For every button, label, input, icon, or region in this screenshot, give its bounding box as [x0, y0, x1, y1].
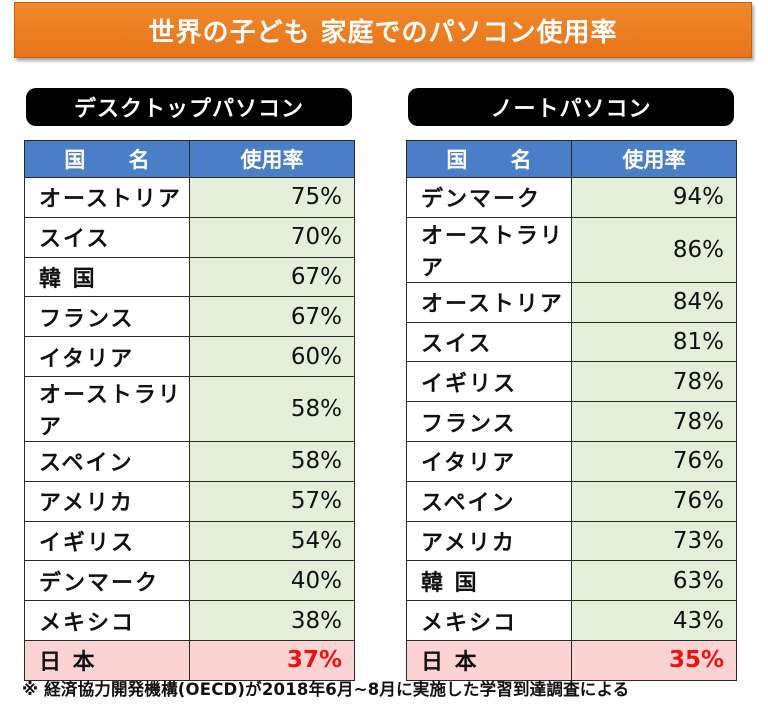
country-cell: イタリア	[24, 336, 190, 377]
country-cell: 日 本	[24, 639, 190, 681]
laptop-table-body: デンマーク 94% オーストラリア 86% オーストリア 84% スイス 81% イギリス 78%…	[406, 177, 737, 681]
rate-cell: 81%	[571, 321, 737, 363]
country-cell: スイス	[24, 216, 190, 258]
page-title: 世界の子ども 家庭でのパソコン使用率	[14, 2, 752, 58]
rate-cell: 35%	[571, 639, 737, 681]
rate-cell: 78%	[571, 361, 737, 403]
table-row: オーストリア 84%	[406, 281, 737, 323]
table-row: 韓 国 63%	[406, 560, 737, 602]
rate-cell: 63%	[571, 560, 737, 602]
table-row: スイス 70%	[24, 216, 355, 258]
table-row: イギリス 78%	[406, 361, 737, 403]
table-row: アメリカ 73%	[406, 520, 737, 562]
rate-cell: 58%	[189, 375, 355, 442]
country-cell: メキシコ	[24, 600, 190, 641]
country-cell: スペイン	[406, 480, 572, 522]
table-row: メキシコ 43%	[406, 600, 737, 641]
country-cell: イギリス	[406, 361, 572, 403]
table-row: イタリア 76%	[406, 440, 737, 482]
table-row: イギリス 54%	[24, 520, 355, 562]
rate-cell: 70%	[189, 216, 355, 258]
table-row: 韓 国 67%	[24, 256, 355, 298]
rate-cell: 86%	[571, 216, 737, 283]
rate-cell: 76%	[571, 440, 737, 482]
desktop-panel: デスクトップパソコン 国 名 使用率 オーストリア 75% スイス 70% 韓 国 67%…	[24, 88, 356, 681]
rate-cell: 76%	[571, 480, 737, 522]
header-rate: 使用率	[189, 140, 355, 178]
country-cell: デンマーク	[24, 560, 190, 602]
rate-cell: 67%	[189, 256, 355, 298]
country-cell: オーストラリア	[406, 216, 572, 283]
country-cell: 韓 国	[24, 256, 190, 298]
table-row: スペイン 58%	[24, 440, 355, 482]
table-row: フランス 67%	[24, 296, 355, 338]
country-cell: オーストリア	[406, 281, 572, 323]
country-cell: オーストラリア	[24, 375, 190, 442]
table-row: イタリア 60%	[24, 336, 355, 377]
header-country: 国 名	[406, 140, 572, 178]
country-cell: デンマーク	[406, 177, 572, 218]
rate-cell: 84%	[571, 281, 737, 323]
laptop-panel: ノートパソコン 国 名 使用率 デンマーク 94% オーストラリア 86% オーストリア…	[406, 88, 738, 681]
table-row: オーストラリア 86%	[406, 216, 737, 283]
country-cell: オーストリア	[24, 177, 190, 218]
rate-cell: 73%	[571, 520, 737, 562]
table-row: メキシコ 38%	[24, 600, 355, 641]
desktop-table-body: オーストリア 75% スイス 70% 韓 国 67% フランス 67% イタリア 60% オーストラ…	[24, 177, 355, 681]
desktop-title: デスクトップパソコン	[26, 88, 352, 126]
header-country: 国 名	[24, 140, 190, 178]
country-cell: フランス	[406, 401, 572, 442]
country-cell: アメリカ	[406, 520, 572, 562]
table-row: オーストリア 75%	[24, 177, 355, 218]
table-row: スペイン 76%	[406, 480, 737, 522]
country-cell: メキシコ	[406, 600, 572, 641]
laptop-table: 国 名 使用率 デンマーク 94% オーストラリア 86% オーストリア 84% スイス 81…	[406, 140, 737, 681]
rate-cell: 40%	[189, 560, 355, 602]
table-row-japan: 日 本 37%	[24, 639, 355, 681]
country-cell: 韓 国	[406, 560, 572, 602]
rate-cell: 78%	[571, 401, 737, 442]
rate-cell: 43%	[571, 600, 737, 641]
table-header: 国 名 使用率	[24, 140, 355, 178]
country-cell: イタリア	[406, 440, 572, 482]
table-row: デンマーク 40%	[24, 560, 355, 602]
desktop-table: 国 名 使用率 オーストリア 75% スイス 70% 韓 国 67% フランス 67% イタリア…	[24, 140, 355, 681]
country-cell: イギリス	[24, 520, 190, 562]
table-row: オーストラリア 58%	[24, 375, 355, 442]
country-cell: スペイン	[24, 440, 190, 482]
country-cell: アメリカ	[24, 480, 190, 522]
rate-cell: 37%	[189, 639, 355, 681]
country-cell: フランス	[24, 296, 190, 338]
rate-cell: 75%	[189, 177, 355, 218]
table-row: フランス 78%	[406, 401, 737, 442]
table-row: アメリカ 57%	[24, 480, 355, 522]
country-cell: 日 本	[406, 639, 572, 681]
rate-cell: 57%	[189, 480, 355, 522]
rate-cell: 67%	[189, 296, 355, 338]
table-row: デンマーク 94%	[406, 177, 737, 218]
rate-cell: 60%	[189, 336, 355, 377]
rate-cell: 94%	[571, 177, 737, 218]
table-row: スイス 81%	[406, 321, 737, 363]
footnote: ※ 経済協力開発機構(OECD)が2018年6月~8月に実施した学習到達調査によ…	[22, 680, 630, 699]
table-header: 国 名 使用率	[406, 140, 737, 178]
laptop-title: ノートパソコン	[408, 88, 734, 126]
rate-cell: 38%	[189, 600, 355, 641]
rate-cell: 58%	[189, 440, 355, 482]
table-row-japan: 日 本 35%	[406, 639, 737, 681]
country-cell: スイス	[406, 321, 572, 363]
rate-cell: 54%	[189, 520, 355, 562]
header-rate: 使用率	[571, 140, 737, 178]
